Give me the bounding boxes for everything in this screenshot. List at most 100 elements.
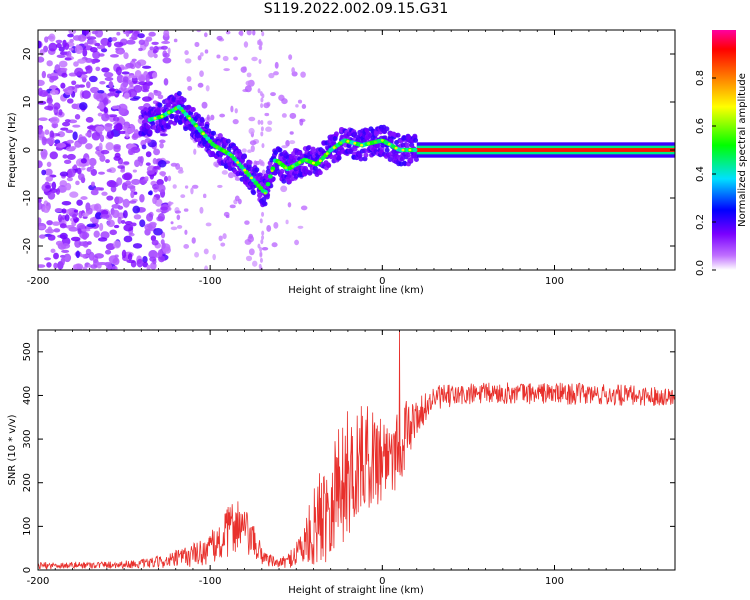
noise-blob [229,204,236,209]
noise-blob [300,205,308,211]
ridge-halo [176,90,182,96]
noise-blob [105,142,114,151]
noise-blob [216,54,221,59]
ridge-peak [332,146,336,149]
noise-blob [49,130,55,140]
spectrogram-marks [38,30,675,270]
ridge-halo [317,170,323,176]
noise-blob [111,265,118,270]
noise-blob [135,61,142,69]
noise-blob [281,113,287,118]
noise-blob [204,49,209,54]
noise-blob [232,118,239,125]
noise-blob [248,116,256,122]
noise-blob [187,85,193,91]
ridge-halo [241,154,247,160]
noise-blob [117,49,124,55]
noise-blob [289,131,294,135]
ridge-halo [145,124,151,130]
noise-blob [203,248,209,255]
ridge-peak [160,115,164,118]
noise-blob [244,85,252,93]
noise-blob [225,30,231,35]
noise-blob [126,259,136,264]
noise-blob [95,66,101,72]
noise-blob [271,242,278,248]
noise-blob [157,94,164,100]
noise-blob [49,151,58,160]
noise-blob [108,81,114,89]
ridge-core [268,174,273,179]
noise-blob [139,193,145,203]
snr-y-ticks: 0 100 200 300 400 500 [22,342,675,573]
noise-blob [134,159,140,168]
noise-blob [204,265,209,270]
ridge-halo [239,158,245,164]
noise-blob [261,235,265,241]
noise-blob [47,191,56,200]
noise-blob [55,43,62,49]
noise-blob [142,255,148,264]
noise-blob [179,166,184,172]
noise-blob [103,107,108,114]
noise-blob [77,34,87,42]
noise-blob [74,113,81,120]
noise-blob [38,234,46,239]
noise-blob [210,114,215,121]
noise-blob [234,177,241,181]
noise-blob [146,170,155,175]
noise-blob [273,222,279,229]
noise-blob [39,49,45,56]
noise-blob [95,125,105,132]
noise-blob [257,119,261,125]
ridge-halo [279,168,285,174]
noise-blob [199,206,204,214]
noise-blob [90,181,95,187]
noise-blob [66,168,76,178]
spectrogram-x-ticks: -200 -100 0 100 [27,30,676,287]
noise-blob [80,158,87,164]
noise-blob [88,157,97,167]
noise-blob [294,239,300,246]
ridge-peak [353,141,357,145]
noise-blob [47,234,56,241]
noise-blob [170,162,178,167]
noise-blob [202,193,207,199]
noise-blob [69,38,74,43]
ridge-peak [270,169,274,173]
noise-blob [80,196,88,200]
noise-blob [97,44,106,50]
noise-blob [44,129,50,135]
noise-blob [60,243,71,249]
ridge-peak [256,184,260,187]
ridge-halo [399,156,405,162]
colorbar-gradient [712,30,736,270]
noise-blob [186,76,192,82]
y-tick-label: 0 [22,567,33,573]
ridge-peak [194,124,198,128]
noise-blob [249,140,257,146]
noise-blob [41,70,47,79]
noise-blob [114,196,124,204]
x-tick-label: -100 [199,276,222,287]
noise-blob [79,253,90,258]
noise-blob [64,119,71,123]
ridge-halo [336,155,342,161]
ridge-peak [222,149,226,153]
noise-blob [274,61,279,69]
noise-blob [51,181,57,190]
noise-blob [93,230,100,238]
x-tick-label: 100 [545,576,564,587]
noise-blob [173,38,178,43]
ridge-halo [326,163,332,169]
ridge-peak [380,139,384,142]
noise-blob [100,149,110,155]
noise-blob [56,54,66,59]
noise-blob [144,176,149,181]
noise-blob [157,249,163,258]
y-tick-label: -20 [22,238,33,254]
noise-blob [230,105,234,113]
noise-blob [77,228,82,235]
noise-blob [106,129,115,139]
